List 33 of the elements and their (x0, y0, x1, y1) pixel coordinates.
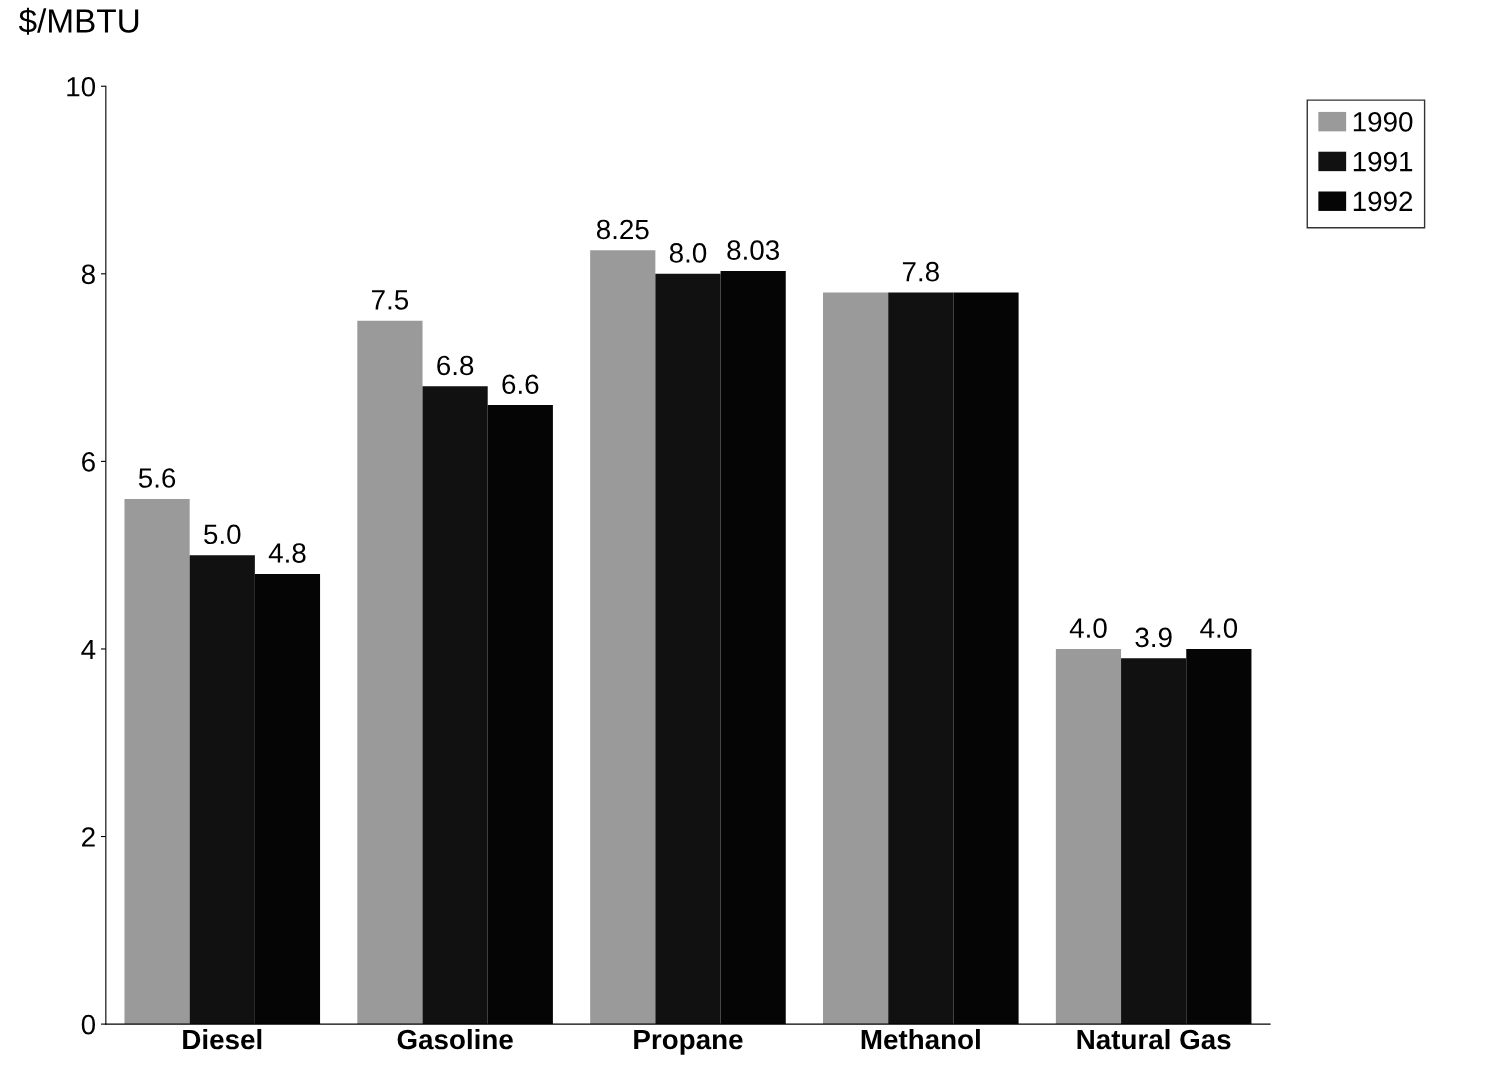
y-tick-label: 8 (81, 264, 95, 285)
bar (124, 498, 190, 1025)
data-label: 8.25 (596, 219, 649, 240)
x-tick-label: Propane (634, 1029, 743, 1055)
x-tick-label: Gasoline (397, 1028, 513, 1050)
x-tick-label: Natural Gas (1077, 1028, 1231, 1050)
data-label: 5.0 (204, 524, 241, 545)
data-label: 6.6 (502, 374, 539, 395)
y-tick-label: 6 (82, 452, 95, 472)
data-label: 3.9 (1135, 627, 1172, 648)
x-tick-label: Methanol (861, 1028, 980, 1050)
data-label: 7.8 (902, 261, 939, 282)
data-label: 8.03 (727, 240, 779, 260)
data-label: 4.0 (1069, 618, 1107, 638)
data-label: 4.8 (268, 543, 306, 563)
data-label: 6.8 (437, 355, 474, 376)
bar (590, 250, 656, 1025)
x-tick-label: Diesel (183, 1028, 262, 1050)
data-label: 4.0 (1200, 618, 1238, 638)
data-label: 7.5 (372, 290, 409, 310)
legend-label: 1991 (1353, 151, 1413, 172)
legend-label: 1990 (1353, 111, 1413, 132)
y-axis-title: $/MBTU (18, 7, 139, 35)
bar (823, 292, 889, 1025)
bar (357, 320, 423, 1025)
data-label: 8.0 (669, 243, 707, 263)
y-tick-label: 0 (81, 1014, 96, 1035)
y-tick-label: 10 (67, 76, 96, 97)
y-tick-label: 2 (82, 827, 95, 847)
y-tick-label: 4 (81, 639, 96, 660)
legend-label: 1992 (1353, 191, 1413, 212)
bar (1055, 648, 1122, 1025)
data-label: 5.6 (138, 468, 176, 488)
